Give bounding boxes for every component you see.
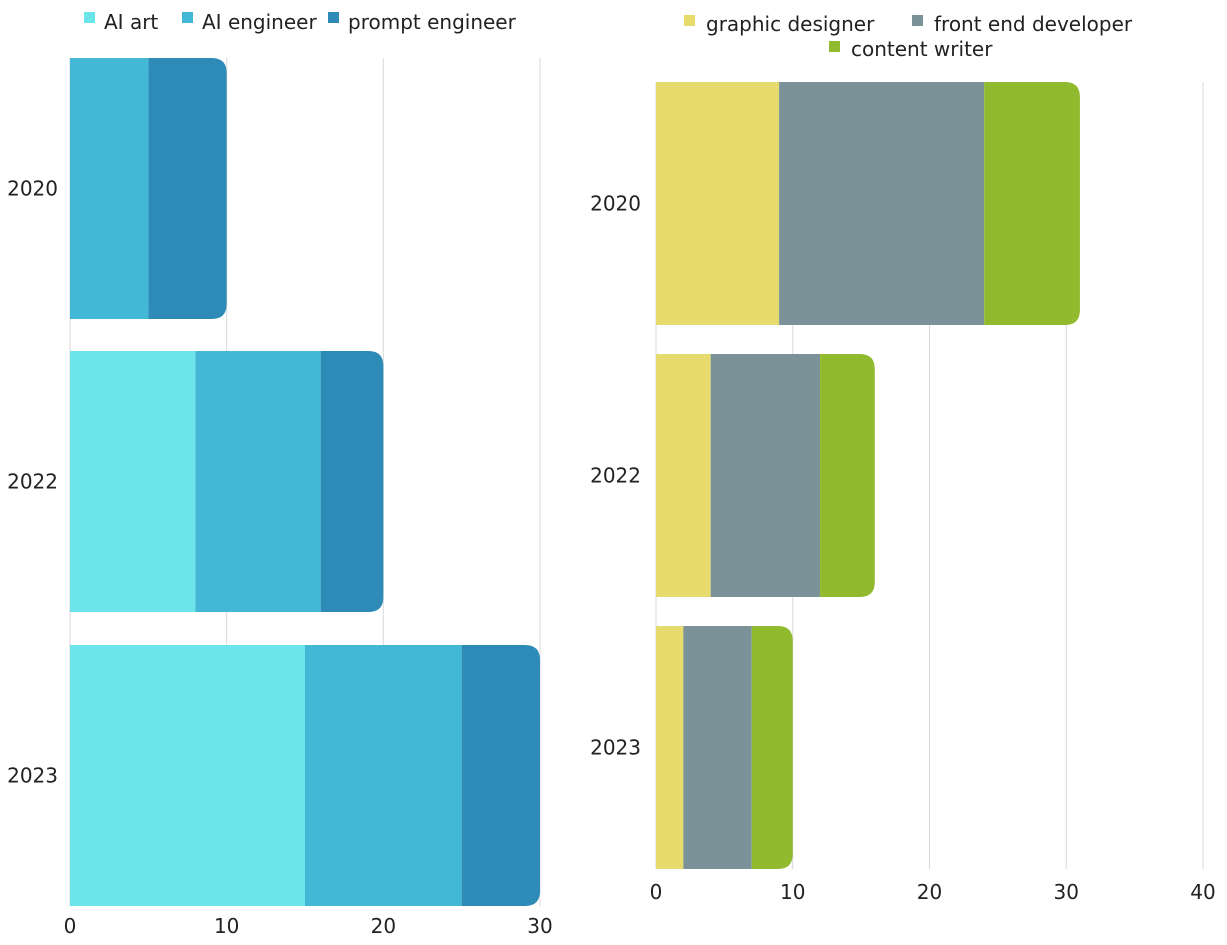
bar-segment — [683, 626, 751, 869]
bar-segment — [321, 351, 384, 612]
legend-swatch — [84, 12, 95, 23]
legend-label: AI engineer — [202, 10, 317, 34]
legend-swatch — [182, 12, 193, 23]
legend-label: prompt engineer — [348, 10, 517, 34]
category-label: 2022 — [590, 464, 641, 488]
legend-label: graphic designer — [706, 12, 875, 36]
bar-segment — [711, 354, 820, 597]
bar-segment — [70, 645, 305, 906]
legend-swatch — [328, 12, 339, 23]
x-tick-label: 0 — [650, 880, 663, 904]
bar-segment — [195, 351, 320, 612]
bar-segment — [656, 354, 711, 597]
legend-swatch — [912, 15, 923, 26]
bar-segment — [656, 82, 779, 325]
bar-segment — [70, 351, 195, 612]
category-label: 2023 — [7, 764, 58, 788]
bar-segment — [305, 645, 462, 906]
x-tick-label: 30 — [1054, 880, 1079, 904]
legend-label: AI art — [104, 10, 158, 34]
bar-segment — [462, 645, 540, 906]
legend-label: front end developer — [934, 12, 1133, 36]
bar-segment — [820, 354, 875, 597]
legend-swatch — [684, 15, 695, 26]
x-tick-label: 20 — [917, 880, 942, 904]
x-tick-label: 30 — [527, 914, 552, 938]
chart-1: 0 10 20 30 2020 2022 2023 AI art AI engineer prom… — [7, 10, 553, 938]
bar-segment — [779, 82, 984, 325]
legend: graphic designer front end developerconte… — [684, 12, 1133, 61]
category-label: 2020 — [7, 177, 58, 201]
x-tick-label: 10 — [780, 880, 805, 904]
bar-segment — [656, 626, 683, 869]
bar-segment — [70, 58, 148, 319]
category-label: 2022 — [7, 470, 58, 494]
bar-segment — [148, 58, 226, 319]
legend: AI art AI engineer prompt engineer — [84, 10, 517, 34]
chart-2: 0 10 20 30 40 2020 2022 2023 graphic designer fro… — [590, 12, 1216, 904]
x-tick-label: 20 — [371, 914, 396, 938]
bar-segment — [752, 626, 793, 869]
category-label: 2020 — [590, 192, 641, 216]
legend-swatch — [829, 41, 840, 52]
x-tick-label: 40 — [1190, 880, 1215, 904]
x-tick-label: 0 — [64, 914, 77, 938]
category-label: 2023 — [590, 736, 641, 760]
legend-label: content writer — [851, 37, 993, 61]
x-tick-label: 10 — [214, 914, 239, 938]
bar-segment — [984, 82, 1080, 325]
